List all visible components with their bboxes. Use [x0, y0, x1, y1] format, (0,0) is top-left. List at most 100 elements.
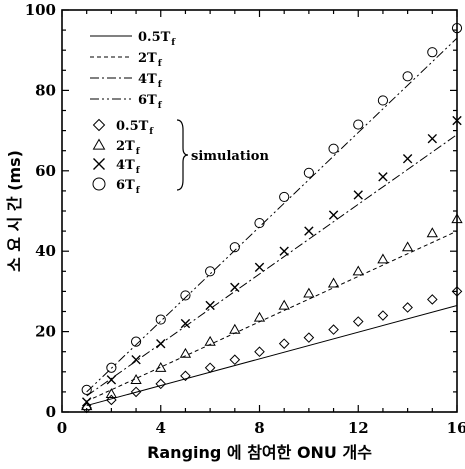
diamond-marker: [451, 286, 463, 297]
legend-label: 2T: [138, 51, 157, 66]
circle-marker: [377, 95, 389, 106]
diamond-marker: [377, 310, 389, 321]
y-tick-label: 40: [35, 242, 56, 260]
axis-tick-labels: 0 4 8 12 16 0 20 40 60 80 100: [25, 1, 465, 437]
x-axis-label: Ranging 에 참여한 ONU 개수: [147, 443, 372, 462]
series-line-dashdotdot: [86, 37, 458, 393]
legend-label: 0.5T: [116, 119, 149, 134]
legend-label: 2T: [116, 139, 135, 154]
cross-marker: [156, 338, 166, 349]
cross-marker: [81, 397, 92, 407]
legend-label: 4T: [138, 72, 157, 87]
diamond-marker: [402, 302, 413, 313]
triangle-marker: [81, 400, 93, 411]
triangle-marker: [352, 265, 364, 276]
circle-marker: [254, 217, 265, 229]
legend-label-subscript: f: [158, 80, 163, 90]
cross-marker: [378, 172, 388, 182]
triangle-marker: [204, 335, 216, 346]
cross-marker: [304, 226, 314, 236]
triangle-marker: [451, 213, 463, 224]
diamond-marker: [254, 346, 265, 358]
triangle-marker: [229, 323, 241, 334]
triangle-marker: [92, 138, 106, 150]
cross-marker: [427, 133, 438, 144]
y-tick-label: 0: [46, 403, 56, 421]
cross-marker: [353, 190, 363, 200]
circle-marker: [451, 22, 463, 34]
diamond-marker: [328, 324, 339, 335]
circle-marker: [155, 314, 166, 325]
triangle-marker: [253, 311, 266, 322]
diamond-marker: [204, 362, 216, 374]
circle-marker: [180, 290, 191, 301]
plot-frame: [61, 9, 458, 413]
legend-label-subscript: f: [136, 147, 141, 157]
diamond-marker: [155, 378, 167, 390]
legend-bracket-label: simulation: [191, 149, 269, 164]
cross-marker: [205, 300, 215, 311]
simulation-markers: [81, 22, 463, 414]
series-line-solid: [86, 304, 458, 407]
circle-marker: [229, 242, 240, 253]
y-axis-label: 소 요 시 간 (ms): [5, 150, 24, 272]
diamond-marker: [130, 386, 142, 398]
x-tick-label: 4: [156, 419, 166, 437]
circle-marker: [81, 384, 92, 395]
circle-marker: [353, 119, 364, 130]
legend-label-subscript: f: [149, 127, 154, 137]
diamond-marker: [106, 394, 117, 406]
y-tick-label: 20: [35, 323, 56, 341]
circle-marker: [205, 266, 216, 277]
circle-marker: [130, 336, 142, 347]
triangle-marker: [155, 361, 167, 372]
cross-marker: [106, 375, 117, 385]
cross-marker: [131, 355, 141, 365]
diamond-marker: [352, 316, 364, 327]
circle-marker: [106, 362, 117, 373]
circle-marker: [328, 143, 339, 154]
cross-marker: [279, 246, 289, 256]
diamond-marker: [427, 294, 438, 305]
analytic-lines: [86, 37, 458, 407]
legend-label: 6T: [138, 93, 157, 108]
triangle-marker: [401, 241, 414, 252]
triangle-marker: [278, 299, 290, 310]
y-tick-label: 60: [35, 162, 56, 180]
cross-marker: [452, 115, 462, 126]
triangle-marker: [377, 253, 389, 264]
series-line-dashed: [86, 230, 458, 402]
y-tick-label: 100: [25, 1, 56, 19]
legend-label-subscript: f: [136, 166, 141, 176]
axis-ticks: [61, 9, 458, 413]
cross-marker: [402, 154, 413, 164]
diamond-marker: [278, 338, 290, 349]
circle-marker: [427, 47, 438, 58]
triangle-marker: [303, 287, 315, 298]
diamond-marker: [92, 118, 106, 132]
legend-label-subscript: f: [171, 38, 176, 48]
diamond-marker: [180, 370, 191, 382]
legend-label: 4T: [116, 158, 135, 173]
x-tick-label: 8: [254, 419, 264, 437]
circle-marker: [92, 177, 106, 191]
legend-label: 6T: [116, 178, 135, 193]
x-tick-label: 16: [447, 419, 465, 437]
legend-bracket: [176, 119, 189, 191]
diamond-marker: [303, 332, 315, 343]
x-tick-label: 12: [348, 419, 369, 437]
cross-marker: [93, 158, 105, 170]
y-tick-label: 80: [35, 81, 56, 99]
triangle-marker: [130, 374, 142, 384]
diamond-marker: [229, 354, 241, 366]
x-tick-label: 0: [57, 419, 67, 437]
cross-marker: [180, 318, 191, 329]
triangle-marker: [179, 347, 192, 358]
legend-label-subscript: f: [136, 186, 141, 196]
triangle-marker: [105, 388, 118, 399]
cross-marker: [254, 262, 265, 272]
legend-label-subscript: f: [158, 59, 163, 69]
legend-label: 0.5T: [138, 30, 171, 45]
